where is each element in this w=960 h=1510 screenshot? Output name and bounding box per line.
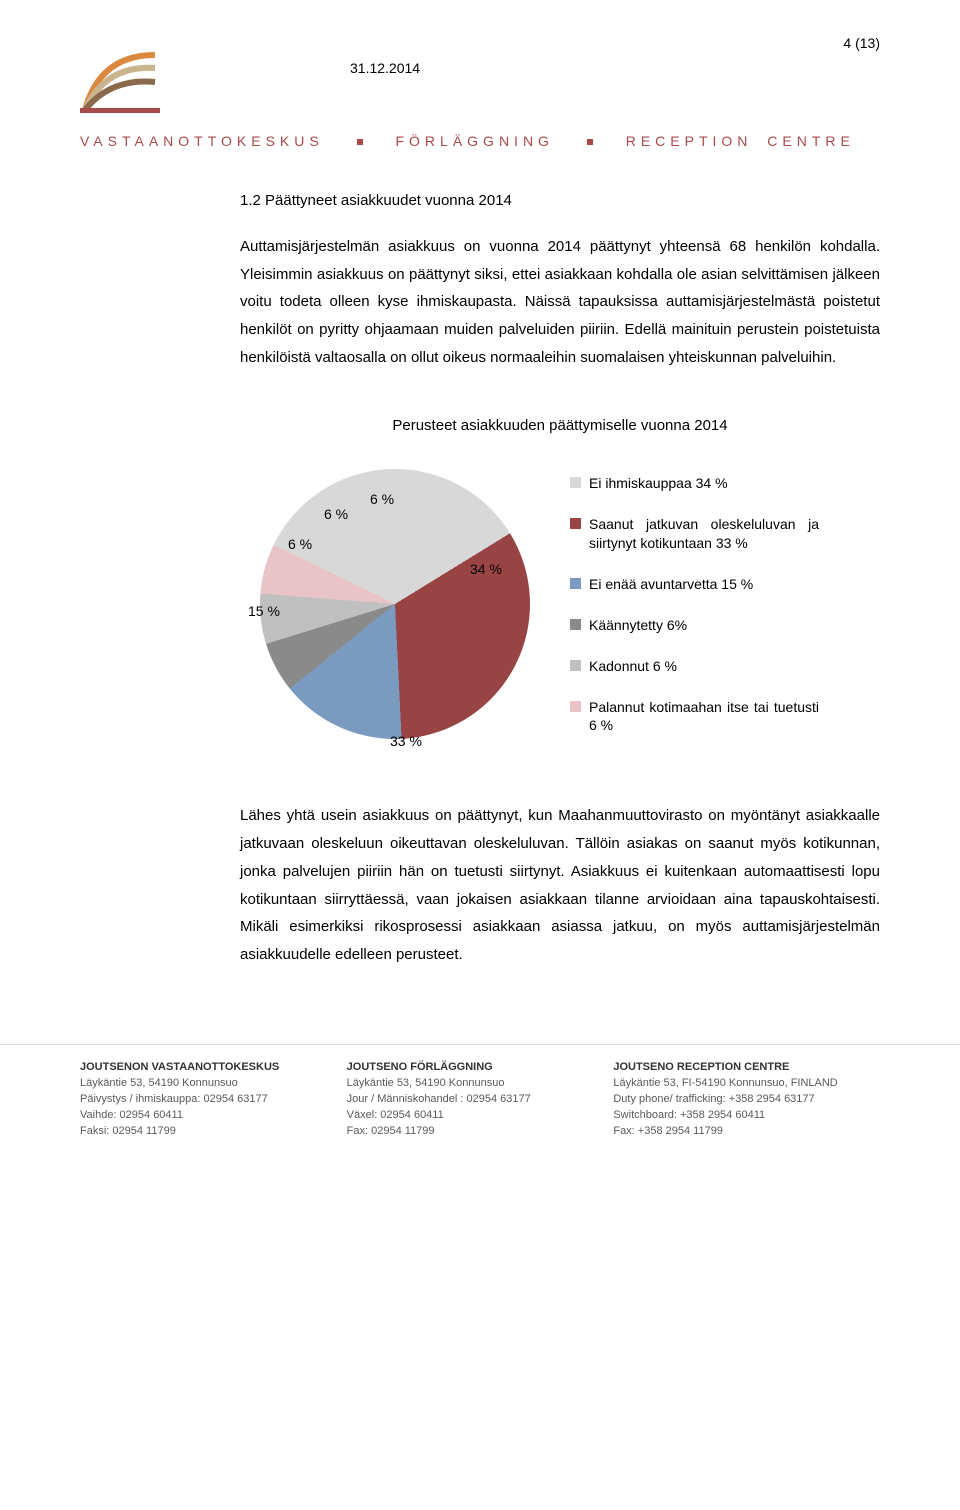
document-footer: JOUTSENON VASTAANOTTOKESKUSLäykäntie 53,… <box>0 1044 960 1170</box>
org-name-1: VASTAANOTTOKESKUS <box>80 133 324 149</box>
legend-color-box <box>570 518 581 529</box>
footer-line: Päivystys / ihmiskauppa: 02954 63177 <box>80 1092 347 1108</box>
legend-color-box <box>570 619 581 630</box>
legend-item: Kadonnut 6 % <box>570 657 819 676</box>
pie-slice-label: 6 % <box>324 502 348 528</box>
legend-item: Palannut kotimaahan itse tai tuetusti 6 … <box>570 698 819 736</box>
legend-label: Palannut kotimaahan itse tai tuetusti 6 … <box>589 698 819 736</box>
legend-item: Ei enää avuntarvetta 15 % <box>570 575 819 594</box>
legend-label: Kadonnut 6 % <box>589 657 677 676</box>
footer-column: JOUTSENON VASTAANOTTOKESKUSLäykäntie 53,… <box>80 1060 347 1140</box>
org-name-2: FÖRLÄGGNING <box>395 133 553 149</box>
footer-line: Läykäntie 53, 54190 Konnunsuo <box>80 1076 347 1092</box>
footer-line: Jour / Människohandel : 02954 63177 <box>347 1092 614 1108</box>
pie-chart <box>260 469 530 739</box>
legend-item: Ei ihmiskauppaa 34 % <box>570 474 819 493</box>
org-names-line: VASTAANOTTOKESKUS FÖRLÄGGNING RECEPTION … <box>80 133 880 149</box>
legend-item: Käännytetty 6% <box>570 616 819 635</box>
footer-line: Växel: 02954 60411 <box>347 1108 614 1124</box>
footer-col-title: JOUTSENO RECEPTION CENTRE <box>613 1060 880 1076</box>
footer-col-title: JOUTSENON VASTAANOTTOKESKUS <box>80 1060 347 1076</box>
org-name-3: RECEPTION CENTRE <box>626 133 855 149</box>
logo <box>80 50 160 115</box>
legend-color-box <box>570 701 581 712</box>
pie-slice-label: 6 % <box>288 532 312 558</box>
footer-line: Duty phone/ trafficking: +358 2954 63177 <box>613 1092 880 1108</box>
pie-slice-label: 15 % <box>248 599 280 625</box>
chart-legend: Ei ihmiskauppaa 34 % Saanut jatkuvan oles… <box>570 469 819 757</box>
legend-color-box <box>570 660 581 671</box>
pie-slice-label: 33 % <box>390 729 422 755</box>
legend-item: Saanut jatkuvan oleskeluluvan ja siirtyn… <box>570 515 819 553</box>
pie-slice-label: 6 % <box>370 487 394 513</box>
footer-line: Fax: +358 2954 11799 <box>613 1124 880 1140</box>
pie-chart-area: 34 % 33 % 15 % 6 % 6 % 6 % Ei ihmiskauppaa 34… <box>240 469 880 757</box>
page-number: 4 (13) <box>843 35 880 51</box>
footer-line: Läykäntie 53, 54190 Konnunsuo <box>347 1076 614 1092</box>
legend-color-box <box>570 477 581 488</box>
legend-color-box <box>570 578 581 589</box>
pie-slice-label: 34 % <box>470 557 502 583</box>
footer-line: Vaihde: 02954 60411 <box>80 1108 347 1124</box>
footer-line: Läykäntie 53, FI-54190 Konnunsuo, FINLAN… <box>613 1076 880 1092</box>
separator-icon <box>357 139 363 145</box>
footer-column: JOUTSENO FÖRLÄGGNINGLäykäntie 53, 54190 … <box>347 1060 614 1140</box>
footer-column: JOUTSENO RECEPTION CENTRELäykäntie 53, F… <box>613 1060 880 1140</box>
document-date: 31.12.2014 <box>190 60 420 76</box>
section-heading: 1.2 Päättyneet asiakkuudet vuonna 2014 <box>240 187 880 215</box>
footer-line: Fax: 02954 11799 <box>347 1124 614 1140</box>
chart-title: Perusteet asiakkuuden päättymiselle vuon… <box>240 412 880 440</box>
legend-label: Käännytetty 6% <box>589 616 687 635</box>
separator-icon <box>587 139 593 145</box>
footer-line: Switchboard: +358 2954 60411 <box>613 1108 880 1124</box>
paragraph-2: Lähes yhtä usein asiakkuus on päättynyt,… <box>240 802 880 969</box>
legend-label: Ei enää avuntarvetta 15 % <box>589 575 753 594</box>
footer-line: Faksi: 02954 11799 <box>80 1124 347 1140</box>
legend-label: Saanut jatkuvan oleskeluluvan ja siirtyn… <box>589 515 819 553</box>
document-header: 31.12.2014 VASTAANOTTOKESKUS FÖRLÄGGNING… <box>80 50 880 149</box>
footer-col-title: JOUTSENO FÖRLÄGGNING <box>347 1060 614 1076</box>
legend-label: Ei ihmiskauppaa 34 % <box>589 474 728 493</box>
paragraph-1: Auttamisjärjestelmän asiakkuus on vuonna… <box>240 233 880 372</box>
